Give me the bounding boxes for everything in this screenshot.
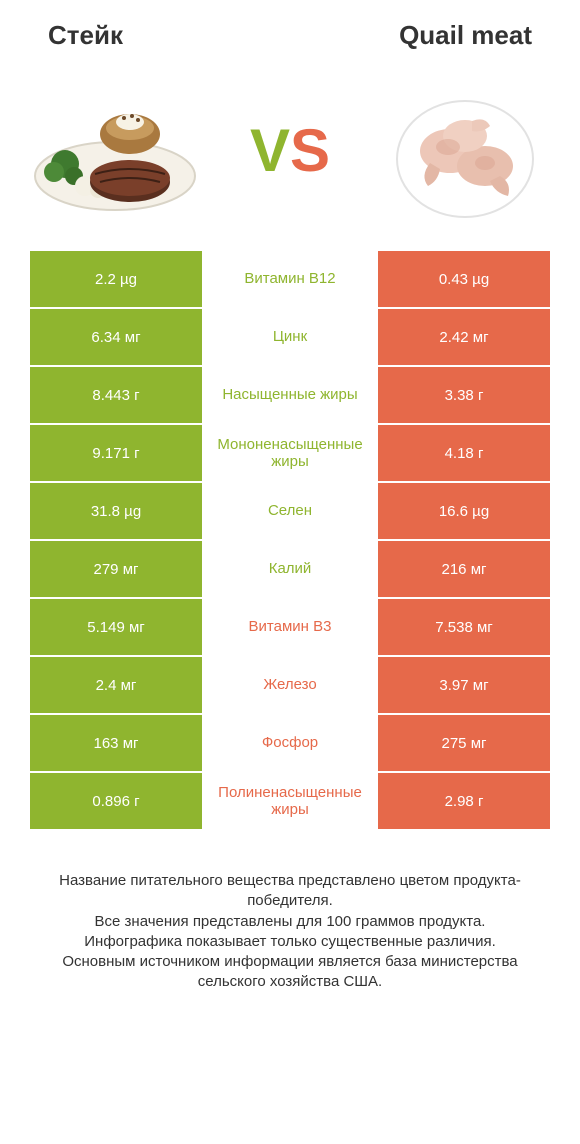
right-value: 2.98 г [378, 773, 550, 829]
nutrition-row: 0.896 гПолиненасыщенные жиры2.98 г [30, 773, 550, 829]
left-food-image [30, 81, 200, 221]
right-value: 3.97 мг [378, 657, 550, 713]
left-value: 9.171 г [30, 425, 202, 481]
right-value: 216 мг [378, 541, 550, 597]
footer-line-4: Основным источником информации является … [30, 952, 550, 993]
right-value: 275 мг [378, 715, 550, 771]
left-value: 0.896 г [30, 773, 202, 829]
vs-label: VS [250, 121, 330, 181]
vs-row: VS [0, 61, 580, 251]
left-value: 8.443 г [30, 367, 202, 423]
nutrient-name: Калий [202, 541, 378, 597]
nutrition-row: 6.34 мгЦинк2.42 мг [30, 309, 550, 365]
nutrient-name: Витамин B12 [202, 251, 378, 307]
nutrition-table: 2.2 µgВитамин B120.43 µg6.34 мгЦинк2.42 … [0, 251, 580, 829]
nutrient-name: Мононенасыщенные жиры [202, 425, 378, 481]
nutrient-name: Полиненасыщенные жиры [202, 773, 378, 829]
vs-s: S [290, 121, 330, 181]
left-value: 2.2 µg [30, 251, 202, 307]
right-value: 4.18 г [378, 425, 550, 481]
footer-line-1: Название питательного вещества представл… [30, 871, 550, 912]
right-value: 3.38 г [378, 367, 550, 423]
left-value: 279 мг [30, 541, 202, 597]
nutrient-name: Цинк [202, 309, 378, 365]
nutrient-name: Витамин B3 [202, 599, 378, 655]
nutrition-row: 8.443 гНасыщенные жиры3.38 г [30, 367, 550, 423]
left-value: 163 мг [30, 715, 202, 771]
vs-v: V [250, 121, 290, 181]
nutrition-row: 2.2 µgВитамин B120.43 µg [30, 251, 550, 307]
nutrition-row: 31.8 µgСелен16.6 µg [30, 483, 550, 539]
left-value: 31.8 µg [30, 483, 202, 539]
footer-notes: Название питательного вещества представл… [0, 831, 580, 993]
nutrition-row: 163 мгФосфор275 мг [30, 715, 550, 771]
right-food-title: Quail meat [399, 20, 532, 51]
nutrient-name: Насыщенные жиры [202, 367, 378, 423]
nutrient-name: Фосфор [202, 715, 378, 771]
left-value: 6.34 мг [30, 309, 202, 365]
nutrition-row: 5.149 мгВитамин B37.538 мг [30, 599, 550, 655]
nutrition-row: 9.171 гМононенасыщенные жиры4.18 г [30, 425, 550, 481]
right-value: 2.42 мг [378, 309, 550, 365]
nutrient-name: Селен [202, 483, 378, 539]
nutrition-row: 279 мгКалий216 мг [30, 541, 550, 597]
right-value: 7.538 мг [378, 599, 550, 655]
nutrition-row: 2.4 мгЖелезо3.97 мг [30, 657, 550, 713]
header: Стейк Quail meat [0, 0, 580, 61]
right-value: 0.43 µg [378, 251, 550, 307]
footer-line-3: Инфографика показывает только существенн… [30, 932, 550, 952]
left-food-title: Стейк [48, 20, 123, 51]
left-value: 5.149 мг [30, 599, 202, 655]
nutrient-name: Железо [202, 657, 378, 713]
right-value: 16.6 µg [378, 483, 550, 539]
left-value: 2.4 мг [30, 657, 202, 713]
right-food-image [380, 81, 550, 221]
footer-line-2: Все значения представлены для 100 граммо… [30, 912, 550, 932]
